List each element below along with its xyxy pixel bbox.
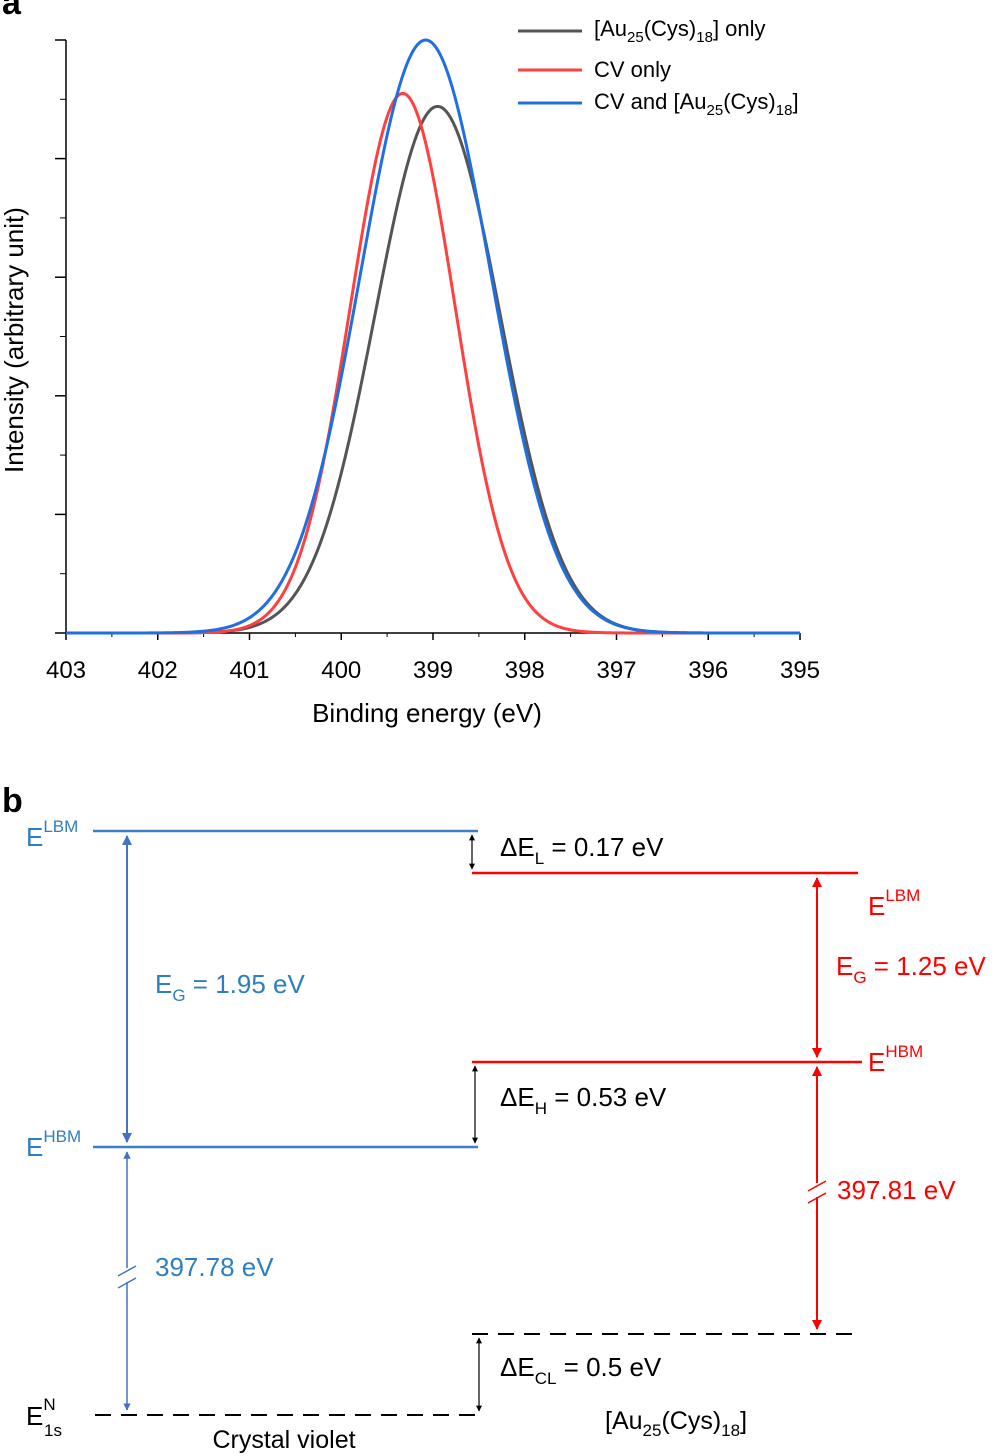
delta-cl-label: ΔECL = 0.5 eV [500, 1352, 662, 1388]
x-tick-label: 403 [46, 657, 86, 684]
x-tick-label: 400 [321, 657, 361, 684]
cv-n1s-label: EN [26, 1395, 56, 1431]
legend-label-cv: CV only [594, 57, 671, 82]
x-axis-title: Binding energy (eV) [312, 698, 542, 728]
cv-axis-break-bottom [117, 1277, 137, 1289]
x-tick-label: 402 [138, 657, 178, 684]
x-tick-label: 396 [688, 657, 728, 684]
au25-lbm-label: ELBM [868, 886, 920, 921]
legend-label-au25: [Au25(Cys)18] only [594, 16, 766, 46]
au25-axis-break-top [807, 1180, 827, 1192]
curve-au25 [66, 104, 800, 635]
x-tick-label: 399 [413, 657, 453, 684]
x-ticks [65, 633, 801, 640]
cv-lbm-label: ELBM [26, 817, 78, 852]
cv-name-label: Crystal violet [212, 1426, 355, 1454]
x-tick-label: 397 [596, 657, 636, 684]
x-tick-label: 398 [505, 657, 545, 684]
au25-name-label: [Au25(Cys)18] [605, 1407, 747, 1440]
au25-hbm-label: EHBM [868, 1042, 923, 1077]
cv-binding-label: 397.78 eV [155, 1252, 274, 1282]
cv-hbm-label: EHBM [26, 1127, 81, 1162]
x-tick-label: 395 [780, 657, 820, 684]
panel-a-letter: a [2, 0, 22, 22]
delta-l-label: ΔEL = 0.17 eV [500, 832, 664, 868]
y-axis-title: Intensity (arbitrary unit) [0, 207, 29, 473]
y-ticks [55, 39, 66, 634]
cv-gap-label: EG = 1.95 eV [155, 969, 305, 1005]
au25-binding-label: 397.81 eV [837, 1175, 956, 1205]
legend: [Au25(Cys)18] only CV only CV and [Au25(… [518, 16, 799, 119]
panel-b-letter: b [2, 782, 23, 820]
energy-diagram: ELBM EHBM EN 1s EG = 1.95 eV 397.78 eV C… [26, 817, 986, 1454]
x-tick-label: 401 [229, 657, 269, 684]
delta-h-label: ΔEH = 0.53 eV [500, 1082, 667, 1118]
curve-combined [66, 38, 800, 635]
x-tick-labels: 403 402 401 400 399 398 397 396 395 [46, 657, 820, 684]
au25-axis-break-bottom [807, 1192, 827, 1204]
curves [66, 38, 800, 635]
curve-cv [66, 91, 800, 635]
cv-axis-break-top [117, 1265, 137, 1277]
au25-gap-label: EG = 1.25 eV [836, 951, 986, 987]
xps-chart: 403 402 401 400 399 398 397 396 395 Binding ener… [0, 16, 820, 728]
cv-n1s-subscript: 1s [44, 1421, 62, 1440]
legend-label-combined: CV and [Au25(Cys)18] [594, 89, 799, 119]
